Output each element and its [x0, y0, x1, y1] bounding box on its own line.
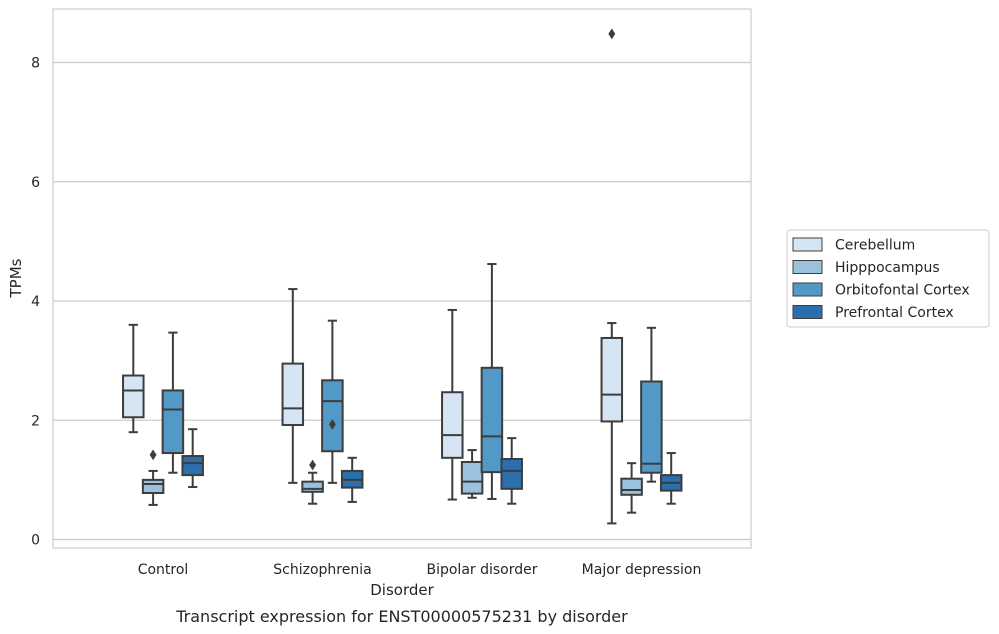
- outlier-point: [328, 418, 336, 430]
- legend-item-prefrontal-cortex: Prefrontal Cortex: [792, 305, 954, 321]
- box-iqr: [161, 389, 185, 455]
- x-tick-label: Schizophrenia: [273, 562, 371, 578]
- box-iqr: [141, 478, 165, 494]
- legend-swatch: [792, 282, 823, 297]
- x-tick-label: Major depression: [582, 562, 702, 578]
- y-tick-label: 0: [31, 533, 40, 549]
- box-prefrontal-cortex-control: [181, 428, 204, 489]
- box-hipppocampus-schizophrenia: [301, 459, 324, 505]
- box-iqr: [281, 362, 305, 427]
- legend: Cerebellum Hipppocampus Orbitofontal Corte…: [786, 229, 990, 328]
- box-iqr: [480, 366, 504, 474]
- y-tick-label: 4: [31, 294, 40, 310]
- box-hipppocampus-major-depression: [620, 462, 643, 514]
- box-hipppocampus-bipolar-disorder: [460, 449, 484, 499]
- legend-label: Hipppocampus: [835, 260, 940, 276]
- box-iqr: [500, 458, 523, 490]
- x-axis-title: Disorder: [370, 581, 434, 599]
- box-cerebellum-bipolar-disorder: [441, 308, 464, 501]
- box-iqr: [321, 379, 344, 453]
- legend-label: Cerebellum: [835, 238, 915, 254]
- box-iqr: [441, 391, 464, 459]
- legend-label: Orbitofontal Cortex: [835, 283, 970, 299]
- x-tick-label: Bipolar disorder: [426, 562, 537, 578]
- box-hipppocampus-control: [141, 449, 165, 506]
- legend-swatch: [792, 237, 823, 252]
- legend-item-hipppocampus: Hipppocampus: [792, 260, 940, 276]
- box-prefrontal-cortex-bipolar-disorder: [500, 437, 523, 505]
- box-iqr: [600, 336, 624, 423]
- y-axis-title: TPMs: [7, 258, 25, 298]
- y-tick-label: 8: [31, 56, 40, 72]
- x-axis-ticks: Control Schizophrenia Bipolar disorder Majo…: [138, 562, 702, 578]
- legend-label: Prefrontal Cortex: [835, 305, 954, 321]
- outlier-point: [309, 459, 317, 471]
- legend-item-orbitofontal-cortex: Orbitofontal Cortex: [792, 282, 970, 299]
- box-orbitofontal-cortex-bipolar-disorder: [480, 263, 504, 500]
- chart-caption: Transcript expression for ENST0000057523…: [175, 607, 628, 626]
- legend-item-cerebellum: Cerebellum: [792, 237, 915, 254]
- box-iqr: [122, 374, 145, 419]
- box-cerebellum-control: [122, 323, 145, 434]
- plot-frame: [52, 8, 752, 549]
- box-cerebellum-major-depression: [600, 28, 624, 525]
- box-prefrontal-cortex-schizophrenia: [340, 456, 364, 503]
- box-orbitofontal-cortex-schizophrenia: [321, 319, 344, 484]
- y-axis-ticks: 0 2 4 6 8: [31, 56, 40, 549]
- box-iqr: [620, 477, 643, 496]
- box-orbitofontal-cortex-control: [161, 331, 185, 474]
- legend-swatch: [792, 260, 823, 274]
- box-iqr: [460, 460, 484, 495]
- box-cerebellum-schizophrenia: [281, 288, 305, 484]
- legend-frame: [786, 229, 990, 328]
- box-iqr: [640, 380, 663, 474]
- box-iqr: [181, 455, 204, 477]
- box-iqr: [301, 480, 324, 493]
- legend-swatch: [792, 305, 823, 319]
- y-tick-label: 6: [31, 175, 40, 191]
- x-tick-label: Control: [138, 562, 189, 578]
- y-tick-label: 2: [31, 413, 40, 429]
- box-orbitofontal-cortex-major-depression: [640, 326, 663, 483]
- plot-area: [122, 28, 683, 525]
- outlier-point: [149, 449, 157, 461]
- box-prefrontal-cortex-major-depression: [659, 452, 683, 505]
- outlier-point: [608, 28, 616, 40]
